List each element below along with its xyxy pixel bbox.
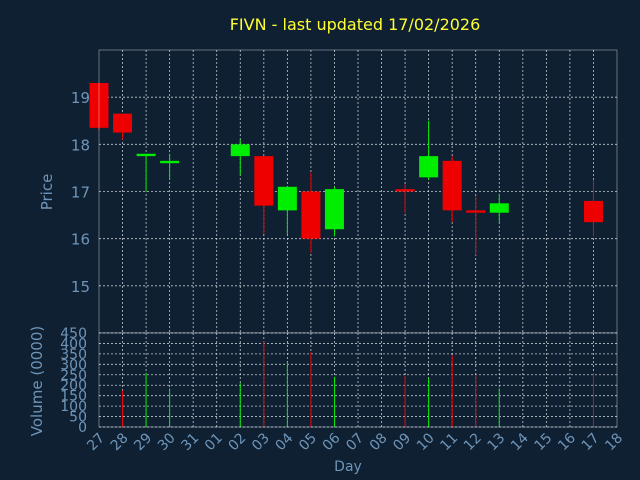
- candle-body: [395, 189, 415, 192]
- x-tick-label: 03: [249, 430, 273, 454]
- x-tick-label: 07: [343, 430, 367, 454]
- candle-12: [466, 196, 486, 256]
- x-tick-label: 18: [602, 430, 626, 454]
- candle-body: [489, 203, 509, 213]
- x-tick-label: 02: [225, 430, 249, 454]
- volume-tick-label: 400: [60, 336, 87, 352]
- volume-axis-label: Volume (0000): [28, 326, 46, 436]
- price-tick-label: 19: [71, 89, 90, 107]
- candle-30: [160, 153, 180, 180]
- candle-11: [442, 156, 462, 223]
- candle-17: [583, 179, 603, 237]
- x-tick-label: 27: [84, 430, 108, 454]
- price-axis-label: Price: [38, 174, 56, 211]
- candle-04: [277, 186, 297, 234]
- candle-09: [395, 184, 415, 213]
- price-tick-label: 17: [71, 184, 90, 202]
- candle-body: [419, 156, 439, 178]
- candle-06: [324, 186, 344, 237]
- candle-body: [136, 153, 156, 157]
- candle-body: [466, 210, 486, 213]
- x-tick-label: 04: [273, 430, 297, 454]
- candle-body: [324, 189, 344, 230]
- day-axis-label: Day: [334, 459, 362, 475]
- candle-03: [254, 156, 274, 234]
- candle-10: [419, 120, 439, 180]
- candle-body: [442, 160, 462, 211]
- candle-body: [254, 156, 274, 206]
- x-tick-label: 14: [508, 430, 532, 454]
- x-tick-label: 06: [320, 430, 344, 454]
- volume-tick-label: 350: [60, 347, 87, 363]
- x-tick-label: 08: [367, 430, 391, 454]
- volume-tick-label: 0: [78, 420, 87, 436]
- x-tick-label: 16: [555, 430, 579, 454]
- candle-body: [160, 160, 180, 164]
- candle-body: [230, 144, 250, 157]
- volume-tick-label: 200: [60, 378, 87, 394]
- x-axis-ticks: 27 28 29 30 31 01 02 03 04 05 06 07 08 09 10 11 12 13 14 15…: [84, 430, 626, 454]
- x-tick-label: 11: [437, 430, 461, 454]
- candle-body: [301, 191, 321, 239]
- x-tick-label: 05: [296, 430, 320, 454]
- price-tick-label: 15: [71, 278, 90, 296]
- volume-tick-label: 100: [60, 399, 87, 415]
- volume-tick-label: 300: [60, 357, 87, 373]
- chart-title: FIVN - last updated 17/02/2026: [230, 15, 481, 34]
- x-tick-label: 30: [155, 430, 179, 454]
- volume-tick-label: 250: [60, 368, 87, 384]
- candle-02: [230, 139, 250, 175]
- x-tick-label: 31: [178, 430, 202, 454]
- x-tick-label: 09: [390, 430, 414, 454]
- candle-29: [136, 153, 156, 192]
- candle-05: [301, 172, 321, 253]
- volume-frame: [98, 332, 618, 428]
- x-tick-label: 17: [579, 430, 603, 454]
- x-tick-label: 28: [108, 430, 132, 454]
- price-panel: 15 16 17 18 19: [71, 49, 618, 334]
- volume-tick-label: 450: [60, 326, 87, 342]
- x-tick-label: 10: [414, 430, 438, 454]
- candle-13: [489, 193, 509, 223]
- volume-tick-label: 150: [60, 389, 87, 405]
- price-tick-label: 16: [71, 231, 90, 249]
- x-tick-label: 12: [461, 430, 485, 454]
- x-tick-label: 01: [202, 430, 226, 454]
- candle-body: [277, 186, 297, 211]
- x-tick-label: 15: [532, 430, 556, 454]
- x-tick-label: 13: [484, 430, 508, 454]
- volume-plot-area: [99, 333, 617, 427]
- volume-tick-label: 50: [69, 410, 87, 426]
- candle-body: [113, 113, 133, 133]
- candle-28: [113, 113, 133, 140]
- price-tick-label: 18: [71, 136, 90, 154]
- x-tick-label: 29: [131, 430, 155, 454]
- candle-body: [583, 200, 603, 223]
